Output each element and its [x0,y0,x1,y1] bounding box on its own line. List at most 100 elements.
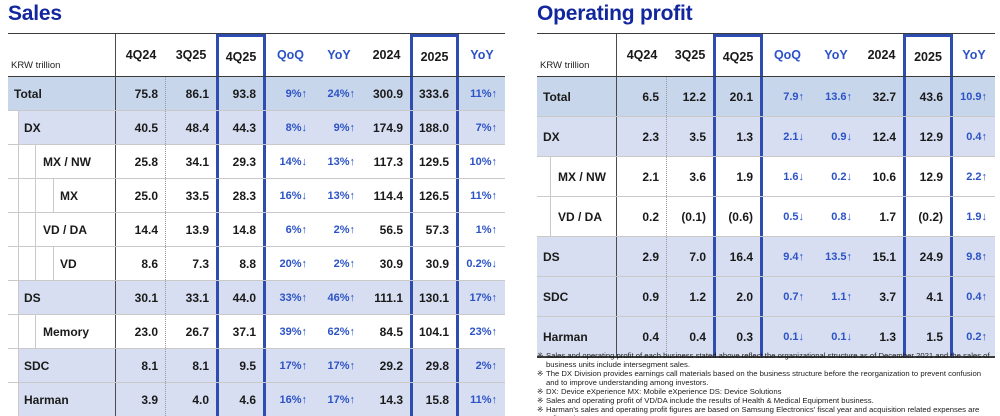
cell-vd-da-yoy-7: 1%↑ [475,223,497,236]
footnote: ※ The DX Division provides earnings call … [537,369,993,387]
column-header-3q25-1: 3Q25 [175,48,207,62]
cell-mx-nw-3q25-1: 34.1 [185,154,209,169]
table-row-total: Total 6.5 12.2 20.1 7.9↑ 13.6↑ 32.7 43.6 10.9↑ [537,77,995,116]
table-header: KRW trillion 4Q24 3Q25 4Q25 QoQ YoY 2024 2025 Yo… [537,33,995,77]
cell-vd-da-2024-5: 56.5 [379,222,403,237]
indent-guide-line [18,178,19,212]
cell-dx-4q25-2: 1.3 [713,117,763,156]
cell-memory-yoy-4: 62%↑ [327,325,355,338]
table-row-harman: Harman 3.9 4.0 4.6 16%↑ 17%↑ 14.3 15.8 11%↑ [8,382,505,416]
footnote: ※ DX: Device eXperience MX: Mobile eXperi… [537,387,993,396]
cell-mx-yoy-4: 13%↑ [327,189,355,202]
cell-vd-da-2025-6: 57.3 [410,213,459,246]
cell-dx-3q25-1: 48.4 [166,111,216,144]
footnote-marker: ※ [537,369,544,378]
column-header-2025-6: 2025 [410,34,459,76]
cell-total-3q25-1: 12.2 [667,77,713,116]
cell-harman-2025-6: 1.5 [903,317,953,356]
table-header: KRW trillion 4Q24 3Q25 4Q25 QoQ YoY 2024 2025 Yo… [8,33,505,77]
cell-sdc-yoy-7: 0.4↑ [953,277,995,316]
cell-dx-4q24-0: 2.3 [617,117,667,156]
cell-ds-2025-6: 24.9 [903,237,953,276]
cell-dx-4q25-2: 44.3 [216,111,266,144]
indent-guide-line [35,314,36,348]
row-label: MX [60,188,78,203]
table-row-mx: MX 25.0 33.5 28.3 16%↓ 13%↑ 114.4 126.5 11%↑ [8,178,505,212]
cell-mx-3q25-1: 33.5 [185,188,209,203]
row-label-cell: DX [537,117,617,156]
cell-total-2025-6: 43.6 [903,77,953,116]
cell-memory-yoy-7: 23%↑ [469,325,497,338]
cell-sdc-3q25-1: 8.1 [166,349,216,382]
row-label: SDC [543,289,569,304]
indent-guide-line [18,314,19,348]
cell-mx-2025-6: 126.5 [410,179,459,212]
cell-harman-2025-6: 15.8 [410,383,459,416]
indent-guide-line [35,144,36,178]
cell-ds-yoy-4: 46%↑ [315,281,363,314]
cell-sdc-qoq-3: 17%↑ [266,349,315,382]
row-label: VD / DA [43,222,88,237]
cell-vd-da-qoq-3: 6%↑ [285,223,307,236]
cell-vd-4q25-2: 8.8 [216,247,266,280]
row-label: VD / DA [558,209,603,224]
column-header-2025-6: 2025 [903,34,953,76]
cell-mx-nw-yoy-7: 2.2↑ [966,170,987,183]
cell-mx-nw-2025-6: 129.5 [410,145,459,178]
row-shade-fill [18,349,115,382]
cell-mx-4q24-0: 25.0 [116,179,166,212]
indent-guide-line [18,144,19,178]
cell-ds-2025-6: 130.1 [410,281,459,314]
cell-total-4q24-0: 6.5 [617,77,667,116]
row-shade-fill [18,281,115,314]
cell-vd-da-yoy-4: 0.8↓ [831,210,852,223]
cell-dx-yoy-7: 0.4↑ [953,117,995,156]
cell-sdc-2025-6: 29.8 [410,349,459,382]
cell-dx-4q24-0: 40.5 [116,111,166,144]
column-header-4q25-2: 4Q25 [713,34,763,76]
column-header-4q24-0: 4Q24 [125,48,157,62]
cell-harman-3q25-1: 4.0 [166,383,216,416]
cell-sdc-4q25-2: 9.5 [216,349,266,382]
cell-sdc-yoy-4: 1.1↑ [812,277,860,316]
cell-ds-yoy-7: 17%↑ [459,281,505,314]
indent-guide-line [35,212,36,246]
cell-mx-nw-qoq-3: 1.6↓ [783,170,804,183]
cell-vd-3q25-1: 7.3 [192,256,209,271]
row-label-cell: VD [8,246,116,280]
column-header-2024-5: 2024 [372,48,401,62]
cell-vd-da-yoy-4: 2%↑ [333,223,355,236]
cell-ds-3q25-1: 33.1 [166,281,216,314]
unit-label: KRW trillion [537,34,617,76]
cell-mx-nw-yoy-7: 10%↑ [469,155,497,168]
operating-profit-table: KRW trillion 4Q24 3Q25 4Q25 QoQ YoY 2024 2025 Yo… [537,33,995,358]
cell-ds-yoy-4: 13.5↑ [812,237,860,276]
column-header-2024-5: 2024 [867,48,896,62]
cell-mx-nw-yoy-4: 0.2↓ [831,170,852,183]
cell-vd-yoy-7: 0.2%↓ [466,257,497,270]
row-label: MX / NW [43,154,91,169]
cell-memory-3q25-1: 26.7 [185,324,209,339]
cell-harman-4q25-2: 4.6 [216,383,266,416]
cell-total-yoy-4: 24%↑ [315,77,363,110]
cell-vd-yoy-4: 2%↑ [333,257,355,270]
cell-dx-2025-6: 188.0 [410,111,459,144]
cell-sdc-4q25-2: 2.0 [713,277,763,316]
cell-mx-nw-4q24-0: 2.1 [617,157,667,196]
cell-ds-qoq-3: 33%↑ [266,281,315,314]
cell-harman-yoy-4: 17%↑ [315,383,363,416]
cell-sdc-qoq-3: 0.7↑ [763,277,812,316]
column-header-3q25-1: 3Q25 [674,48,706,62]
cell-vd-qoq-3: 20%↑ [279,257,307,270]
indent-guide-line [18,212,19,246]
cell-mx-yoy-7: 11%↑ [470,189,497,202]
row-label: MX / NW [558,169,606,184]
table-row-dx: DX 2.3 3.5 1.3 2.1↓ 0.9↓ 12.4 12.9 0.4↑ [537,116,995,156]
cell-total-yoy-7: 11%↑ [459,77,505,110]
row-label-cell: Harman [537,317,617,356]
table-row-sdc: SDC 0.9 1.2 2.0 0.7↑ 1.1↑ 3.7 4.1 0.4↑ [537,276,995,316]
footnote-marker: ※ [537,351,544,360]
cell-vd-da-3q25-1: 13.9 [185,222,209,237]
footnote-text: The DX Division provides earnings call m… [546,369,982,387]
cell-mx-nw-4q25-2: 29.3 [216,145,266,178]
